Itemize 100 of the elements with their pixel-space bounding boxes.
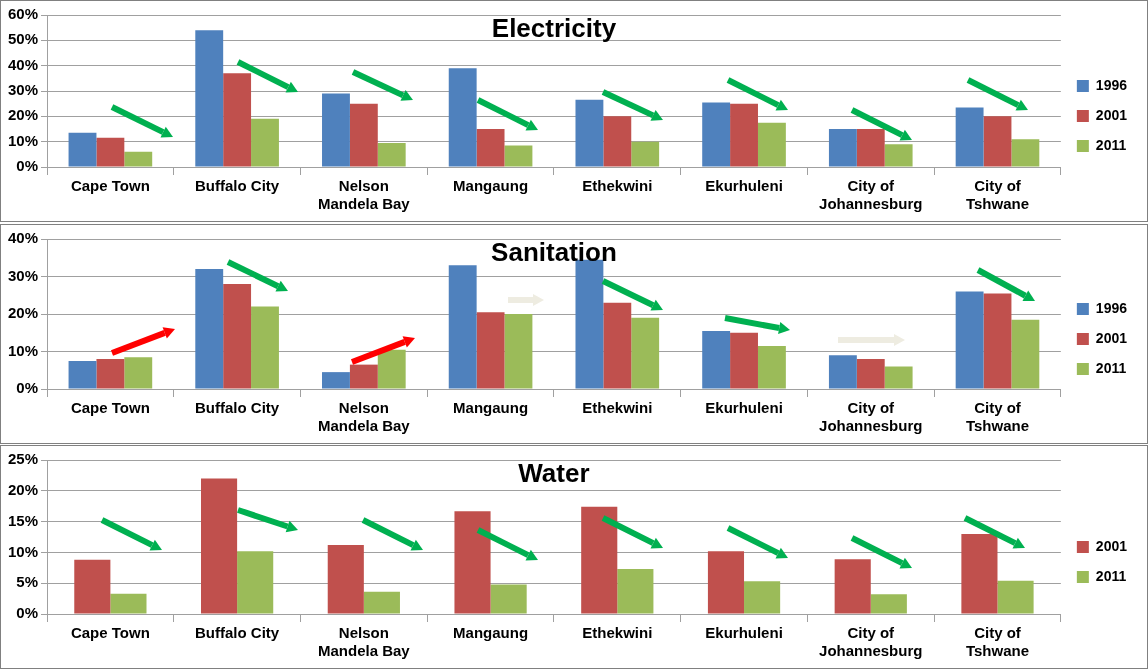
x-tick-label: City of Tshwane bbox=[965, 399, 1030, 435]
y-tick-label: 25% bbox=[7, 450, 39, 468]
x-tick-label: Buffalo City bbox=[195, 624, 280, 642]
x-tick-label: Ethekwini bbox=[582, 177, 653, 195]
bar bbox=[617, 569, 654, 614]
bar bbox=[195, 30, 224, 167]
x-tick-label: Ekurhuleni bbox=[705, 624, 783, 642]
chart-title: Water bbox=[518, 458, 590, 489]
bar bbox=[744, 581, 781, 614]
x-tick-label: Buffalo City bbox=[195, 399, 280, 417]
y-tick-label: 60% bbox=[7, 5, 39, 23]
bar bbox=[504, 145, 533, 167]
bar bbox=[349, 103, 378, 167]
x-tick-label: City of Johannesburg bbox=[819, 177, 923, 213]
x-tick-label: City of Tshwane bbox=[965, 624, 1030, 660]
x-tick-label: Cape Town bbox=[70, 177, 150, 195]
x-tick-label: Nelson Mandela Bay bbox=[317, 399, 411, 435]
bar bbox=[1011, 139, 1040, 167]
bar bbox=[631, 141, 660, 167]
bar bbox=[454, 511, 491, 614]
bar bbox=[322, 93, 350, 167]
x-tick-label: City of Johannesburg bbox=[819, 399, 923, 435]
chart-title: Electricity bbox=[491, 13, 617, 44]
legend-label: 2001 bbox=[1095, 537, 1128, 554]
bar bbox=[504, 314, 533, 389]
y-tick-label: 20% bbox=[7, 480, 39, 498]
bar bbox=[201, 478, 238, 614]
bar bbox=[322, 372, 350, 389]
bar bbox=[997, 580, 1034, 614]
bar bbox=[828, 129, 857, 167]
bar bbox=[757, 345, 786, 389]
legend-label: 2011 bbox=[1095, 359, 1127, 376]
bar bbox=[124, 151, 153, 167]
bar bbox=[377, 142, 406, 167]
y-tick-label: 0% bbox=[16, 379, 39, 397]
bar bbox=[68, 360, 97, 389]
y-tick-label: 10% bbox=[7, 341, 39, 359]
bar bbox=[68, 132, 97, 167]
x-tick-label: Cape Town bbox=[70, 624, 150, 642]
bar bbox=[757, 122, 786, 167]
x-tick-label: Cape Town bbox=[70, 399, 150, 417]
y-tick-label: 20% bbox=[7, 304, 39, 322]
y-tick-label: 30% bbox=[7, 81, 39, 99]
x-tick-label: City of Tshwane bbox=[965, 177, 1030, 213]
x-tick-label: City of Johannesburg bbox=[819, 624, 923, 660]
bar bbox=[870, 594, 907, 614]
bar bbox=[74, 559, 111, 614]
y-tick-label: 40% bbox=[7, 55, 39, 73]
bar bbox=[575, 259, 604, 389]
legend-label: 2001 bbox=[1095, 106, 1128, 123]
legend-label: 2011 bbox=[1095, 567, 1127, 584]
chart-title: Sanitation bbox=[491, 237, 617, 268]
y-tick-label: 30% bbox=[7, 266, 39, 284]
x-tick-label: Ekurhuleni bbox=[705, 399, 783, 417]
bar bbox=[237, 551, 274, 614]
bar bbox=[251, 306, 279, 389]
x-tick-label: Nelson Mandela Bay bbox=[317, 624, 411, 660]
bar bbox=[983, 116, 1012, 167]
bar bbox=[251, 118, 279, 167]
y-tick-label: 50% bbox=[7, 30, 39, 48]
bar bbox=[476, 312, 505, 389]
x-tick-label: Ethekwini bbox=[582, 399, 653, 417]
bar bbox=[448, 68, 477, 167]
y-tick-label: 15% bbox=[7, 511, 39, 529]
bar bbox=[631, 317, 660, 389]
legend-label: 1996 bbox=[1095, 299, 1128, 316]
bar bbox=[884, 366, 913, 389]
bar bbox=[955, 291, 984, 389]
x-tick-label: Nelson Mandela Bay bbox=[317, 177, 411, 213]
bar bbox=[327, 545, 364, 614]
y-tick-label: 40% bbox=[7, 229, 39, 247]
bar bbox=[490, 584, 527, 614]
bar bbox=[96, 359, 125, 389]
legend-label: 1996 bbox=[1095, 76, 1128, 93]
bar bbox=[828, 355, 857, 389]
x-tick-label: Mangaung bbox=[453, 399, 529, 417]
bar bbox=[702, 102, 731, 167]
bar bbox=[884, 144, 913, 167]
bar bbox=[110, 593, 147, 614]
bar bbox=[856, 359, 885, 389]
bar bbox=[702, 330, 731, 389]
legend-label: 2001 bbox=[1095, 329, 1128, 346]
bar bbox=[363, 591, 400, 614]
y-tick-label: 10% bbox=[7, 131, 39, 149]
x-tick-label: Buffalo City bbox=[195, 177, 280, 195]
bar bbox=[1011, 319, 1040, 389]
y-tick-label: 0% bbox=[16, 157, 39, 175]
x-tick-label: Ethekwini bbox=[582, 624, 653, 642]
y-tick-label: 0% bbox=[16, 604, 39, 622]
legend-label: 2011 bbox=[1095, 136, 1127, 153]
y-tick-label: 5% bbox=[16, 573, 39, 591]
bar bbox=[575, 99, 604, 167]
bar bbox=[448, 265, 477, 389]
y-tick-label: 20% bbox=[7, 106, 39, 124]
bar bbox=[195, 269, 224, 389]
x-tick-label: Mangaung bbox=[453, 177, 529, 195]
x-tick-label: Mangaung bbox=[453, 624, 529, 642]
y-tick-label: 10% bbox=[7, 542, 39, 560]
x-tick-label: Ekurhuleni bbox=[705, 177, 783, 195]
bar bbox=[581, 506, 618, 614]
